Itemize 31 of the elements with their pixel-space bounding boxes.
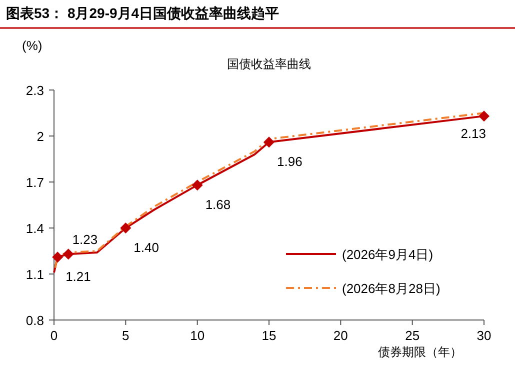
data-label: 1.68: [205, 197, 231, 212]
y-tick-label: 1.1: [26, 267, 44, 282]
y-axis-title: (%): [22, 38, 42, 53]
point: [62, 248, 74, 260]
x-tick-label: 5: [122, 328, 130, 343]
x-axis-title: 债券期限（年）: [378, 345, 462, 359]
point: [192, 180, 203, 191]
x-tick-label: 0: [50, 328, 58, 343]
chart-subtitle: 国债收益率曲线: [227, 57, 311, 71]
x-tick-label: 10: [190, 328, 205, 343]
data-label: 1.40: [134, 240, 159, 255]
point: [52, 252, 64, 263]
point: [120, 222, 132, 234]
legend-label: (2026年8月28日): [342, 281, 440, 296]
data-label: 2.13: [460, 126, 486, 142]
y-tick-label: 1.7: [26, 175, 44, 190]
x-tick-label: 30: [476, 328, 492, 343]
y-tick-label: 0.8: [26, 313, 44, 328]
y-tick-label: 1.4: [26, 221, 44, 236]
data-label: 1.21: [66, 269, 91, 284]
x-tick-label: 20: [333, 328, 348, 343]
chart-title: 图表53： 8月29-9月4日国债收益率曲线趋平: [6, 5, 280, 21]
y-tick-label: 2: [36, 129, 44, 144]
point: [264, 136, 274, 148]
data-label: 1.96: [277, 154, 302, 170]
x-tick-label: 15: [262, 328, 276, 343]
y-tick-label: 2.3: [26, 83, 44, 98]
legend-label: (2026年9月4日): [342, 247, 434, 262]
x-tick-label: 25: [405, 328, 420, 343]
data-label: 1.23: [72, 232, 98, 248]
point: [478, 110, 490, 122]
